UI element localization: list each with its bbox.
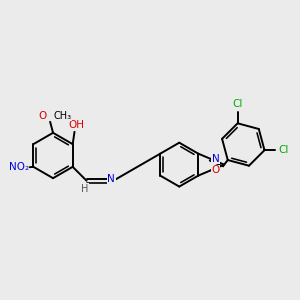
Text: N: N — [107, 174, 115, 184]
Text: O: O — [38, 111, 46, 121]
Text: Cl: Cl — [232, 99, 243, 109]
Text: Cl: Cl — [278, 145, 289, 155]
Text: OH: OH — [68, 120, 84, 130]
Text: N: N — [212, 154, 219, 164]
Text: O: O — [212, 166, 220, 176]
Text: NO₂: NO₂ — [9, 162, 29, 172]
Text: H: H — [81, 184, 89, 194]
Text: CH₃: CH₃ — [54, 111, 72, 121]
